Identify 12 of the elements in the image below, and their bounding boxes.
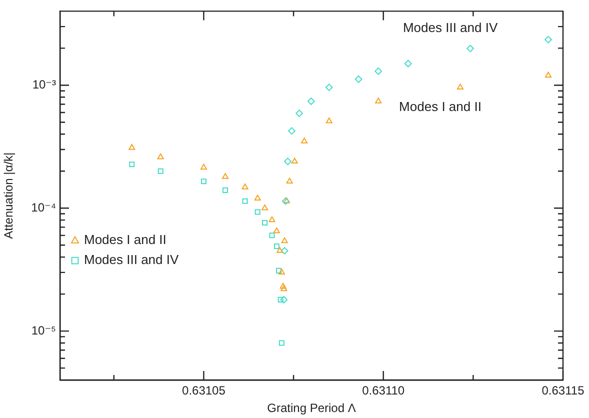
series-label: Modes I and II [399, 98, 482, 114]
x-tick-label: 0.63115 [542, 384, 585, 398]
x-axis-title: Grating Period Λ [267, 401, 356, 416]
legend-label: Modes III and IV [84, 252, 179, 268]
y-tick-label: 10⁻³ [32, 78, 56, 92]
y-tick-label: 10⁻⁵ [31, 323, 56, 338]
series-label: Modes III and IV [402, 20, 498, 36]
y-axis-title: Attenuation |α/k| [2, 152, 16, 239]
x-tick-label: 0.63105 [182, 384, 226, 398]
y-tick-label: 10⁻⁴ [31, 200, 56, 214]
x-tick-label: 0.63110 [362, 384, 405, 398]
legend-label: Modes I and II [84, 232, 166, 248]
